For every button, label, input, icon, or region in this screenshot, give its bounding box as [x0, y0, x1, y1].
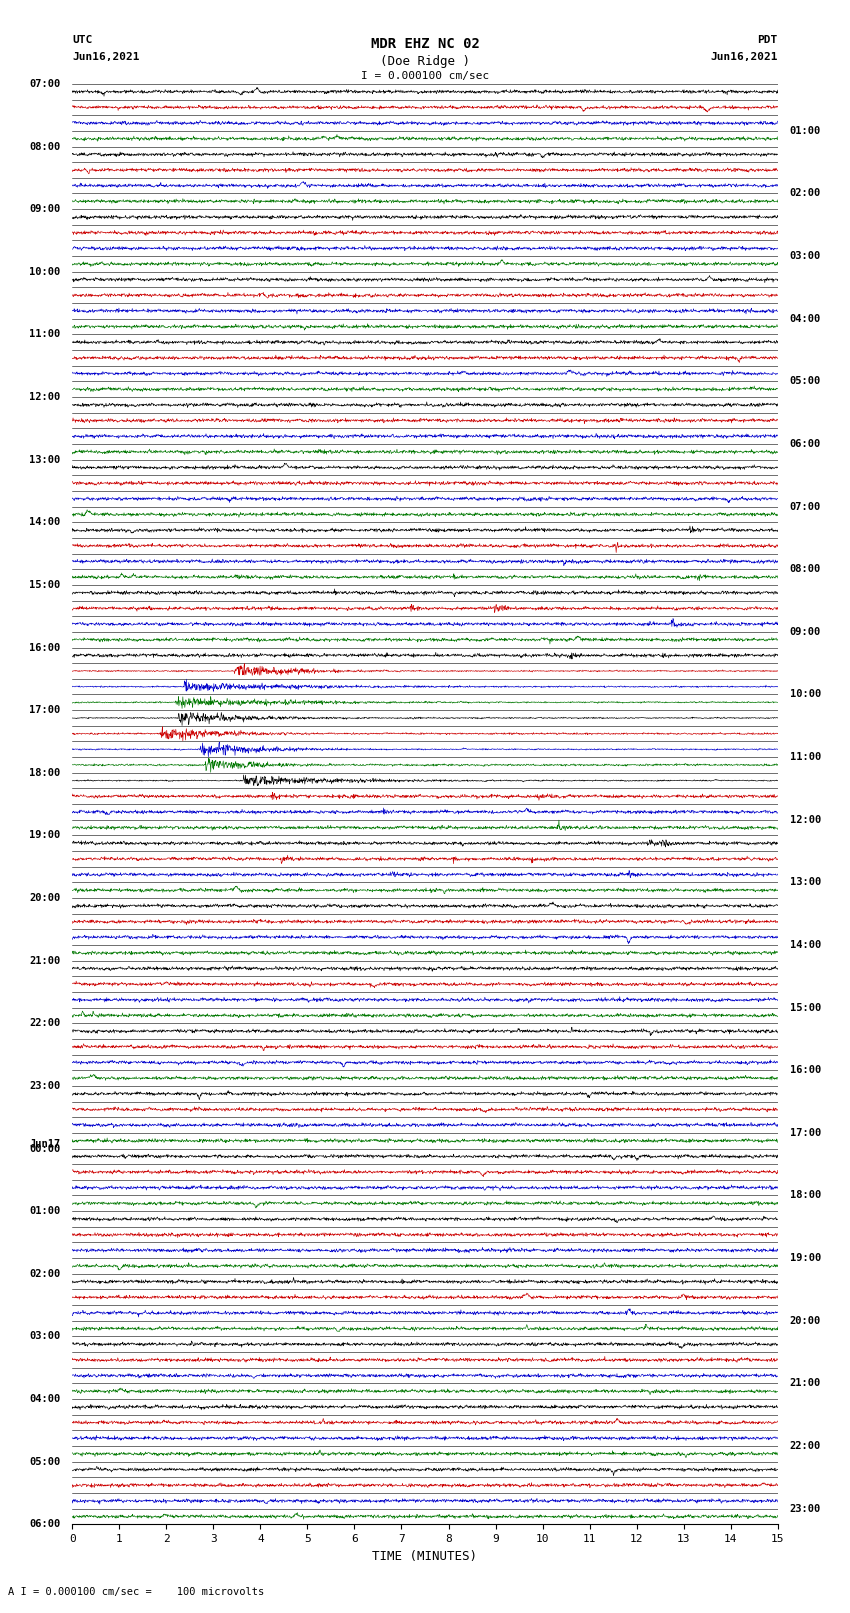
Text: 23:00: 23:00 [29, 1081, 60, 1090]
Text: 13:00: 13:00 [790, 877, 821, 887]
Text: 12:00: 12:00 [29, 392, 60, 402]
Text: 04:00: 04:00 [29, 1394, 60, 1403]
Text: UTC: UTC [72, 35, 93, 45]
Text: 15:00: 15:00 [29, 581, 60, 590]
Text: 04:00: 04:00 [790, 313, 821, 324]
Text: Jun16,2021: Jun16,2021 [711, 52, 778, 61]
Text: 14:00: 14:00 [790, 940, 821, 950]
Text: Jun16,2021: Jun16,2021 [72, 52, 139, 61]
Text: 05:00: 05:00 [29, 1457, 60, 1466]
Text: 14:00: 14:00 [29, 518, 60, 527]
Text: 08:00: 08:00 [790, 565, 821, 574]
Text: 21:00: 21:00 [790, 1379, 821, 1389]
Text: 01:00: 01:00 [29, 1207, 60, 1216]
Text: 12:00: 12:00 [790, 815, 821, 824]
Text: 18:00: 18:00 [29, 768, 60, 777]
Text: 11:00: 11:00 [790, 752, 821, 761]
Text: 19:00: 19:00 [790, 1253, 821, 1263]
X-axis label: TIME (MINUTES): TIME (MINUTES) [372, 1550, 478, 1563]
Text: 00:00: 00:00 [29, 1144, 60, 1153]
Text: 07:00: 07:00 [29, 79, 60, 89]
Text: 20:00: 20:00 [29, 894, 60, 903]
Text: 06:00: 06:00 [29, 1519, 60, 1529]
Text: 16:00: 16:00 [29, 642, 60, 653]
Text: 17:00: 17:00 [29, 705, 60, 715]
Text: 06:00: 06:00 [790, 439, 821, 448]
Text: A I = 0.000100 cm/sec =    100 microvolts: A I = 0.000100 cm/sec = 100 microvolts [8, 1587, 264, 1597]
Text: 15:00: 15:00 [790, 1003, 821, 1013]
Text: (Doe Ridge ): (Doe Ridge ) [380, 55, 470, 68]
Text: 10:00: 10:00 [29, 266, 60, 277]
Text: 01:00: 01:00 [790, 126, 821, 135]
Text: 02:00: 02:00 [790, 189, 821, 198]
Text: 08:00: 08:00 [29, 142, 60, 152]
Text: 10:00: 10:00 [790, 689, 821, 700]
Text: 16:00: 16:00 [790, 1065, 821, 1076]
Text: 22:00: 22:00 [29, 1018, 60, 1027]
Text: 03:00: 03:00 [29, 1331, 60, 1342]
Text: 13:00: 13:00 [29, 455, 60, 465]
Text: PDT: PDT [757, 35, 778, 45]
Text: 09:00: 09:00 [29, 205, 60, 215]
Text: 22:00: 22:00 [790, 1440, 821, 1452]
Text: 19:00: 19:00 [29, 831, 60, 840]
Text: 20:00: 20:00 [790, 1316, 821, 1326]
Text: 23:00: 23:00 [790, 1503, 821, 1513]
Text: 05:00: 05:00 [790, 376, 821, 387]
Text: 17:00: 17:00 [790, 1127, 821, 1137]
Text: 07:00: 07:00 [790, 502, 821, 511]
Text: 21:00: 21:00 [29, 955, 60, 966]
Text: 09:00: 09:00 [790, 627, 821, 637]
Text: 03:00: 03:00 [790, 252, 821, 261]
Text: 11:00: 11:00 [29, 329, 60, 339]
Text: I = 0.000100 cm/sec: I = 0.000100 cm/sec [361, 71, 489, 81]
Text: Jun17: Jun17 [29, 1139, 60, 1148]
Text: 18:00: 18:00 [790, 1190, 821, 1200]
Text: MDR EHZ NC 02: MDR EHZ NC 02 [371, 37, 479, 52]
Text: 02:00: 02:00 [29, 1269, 60, 1279]
